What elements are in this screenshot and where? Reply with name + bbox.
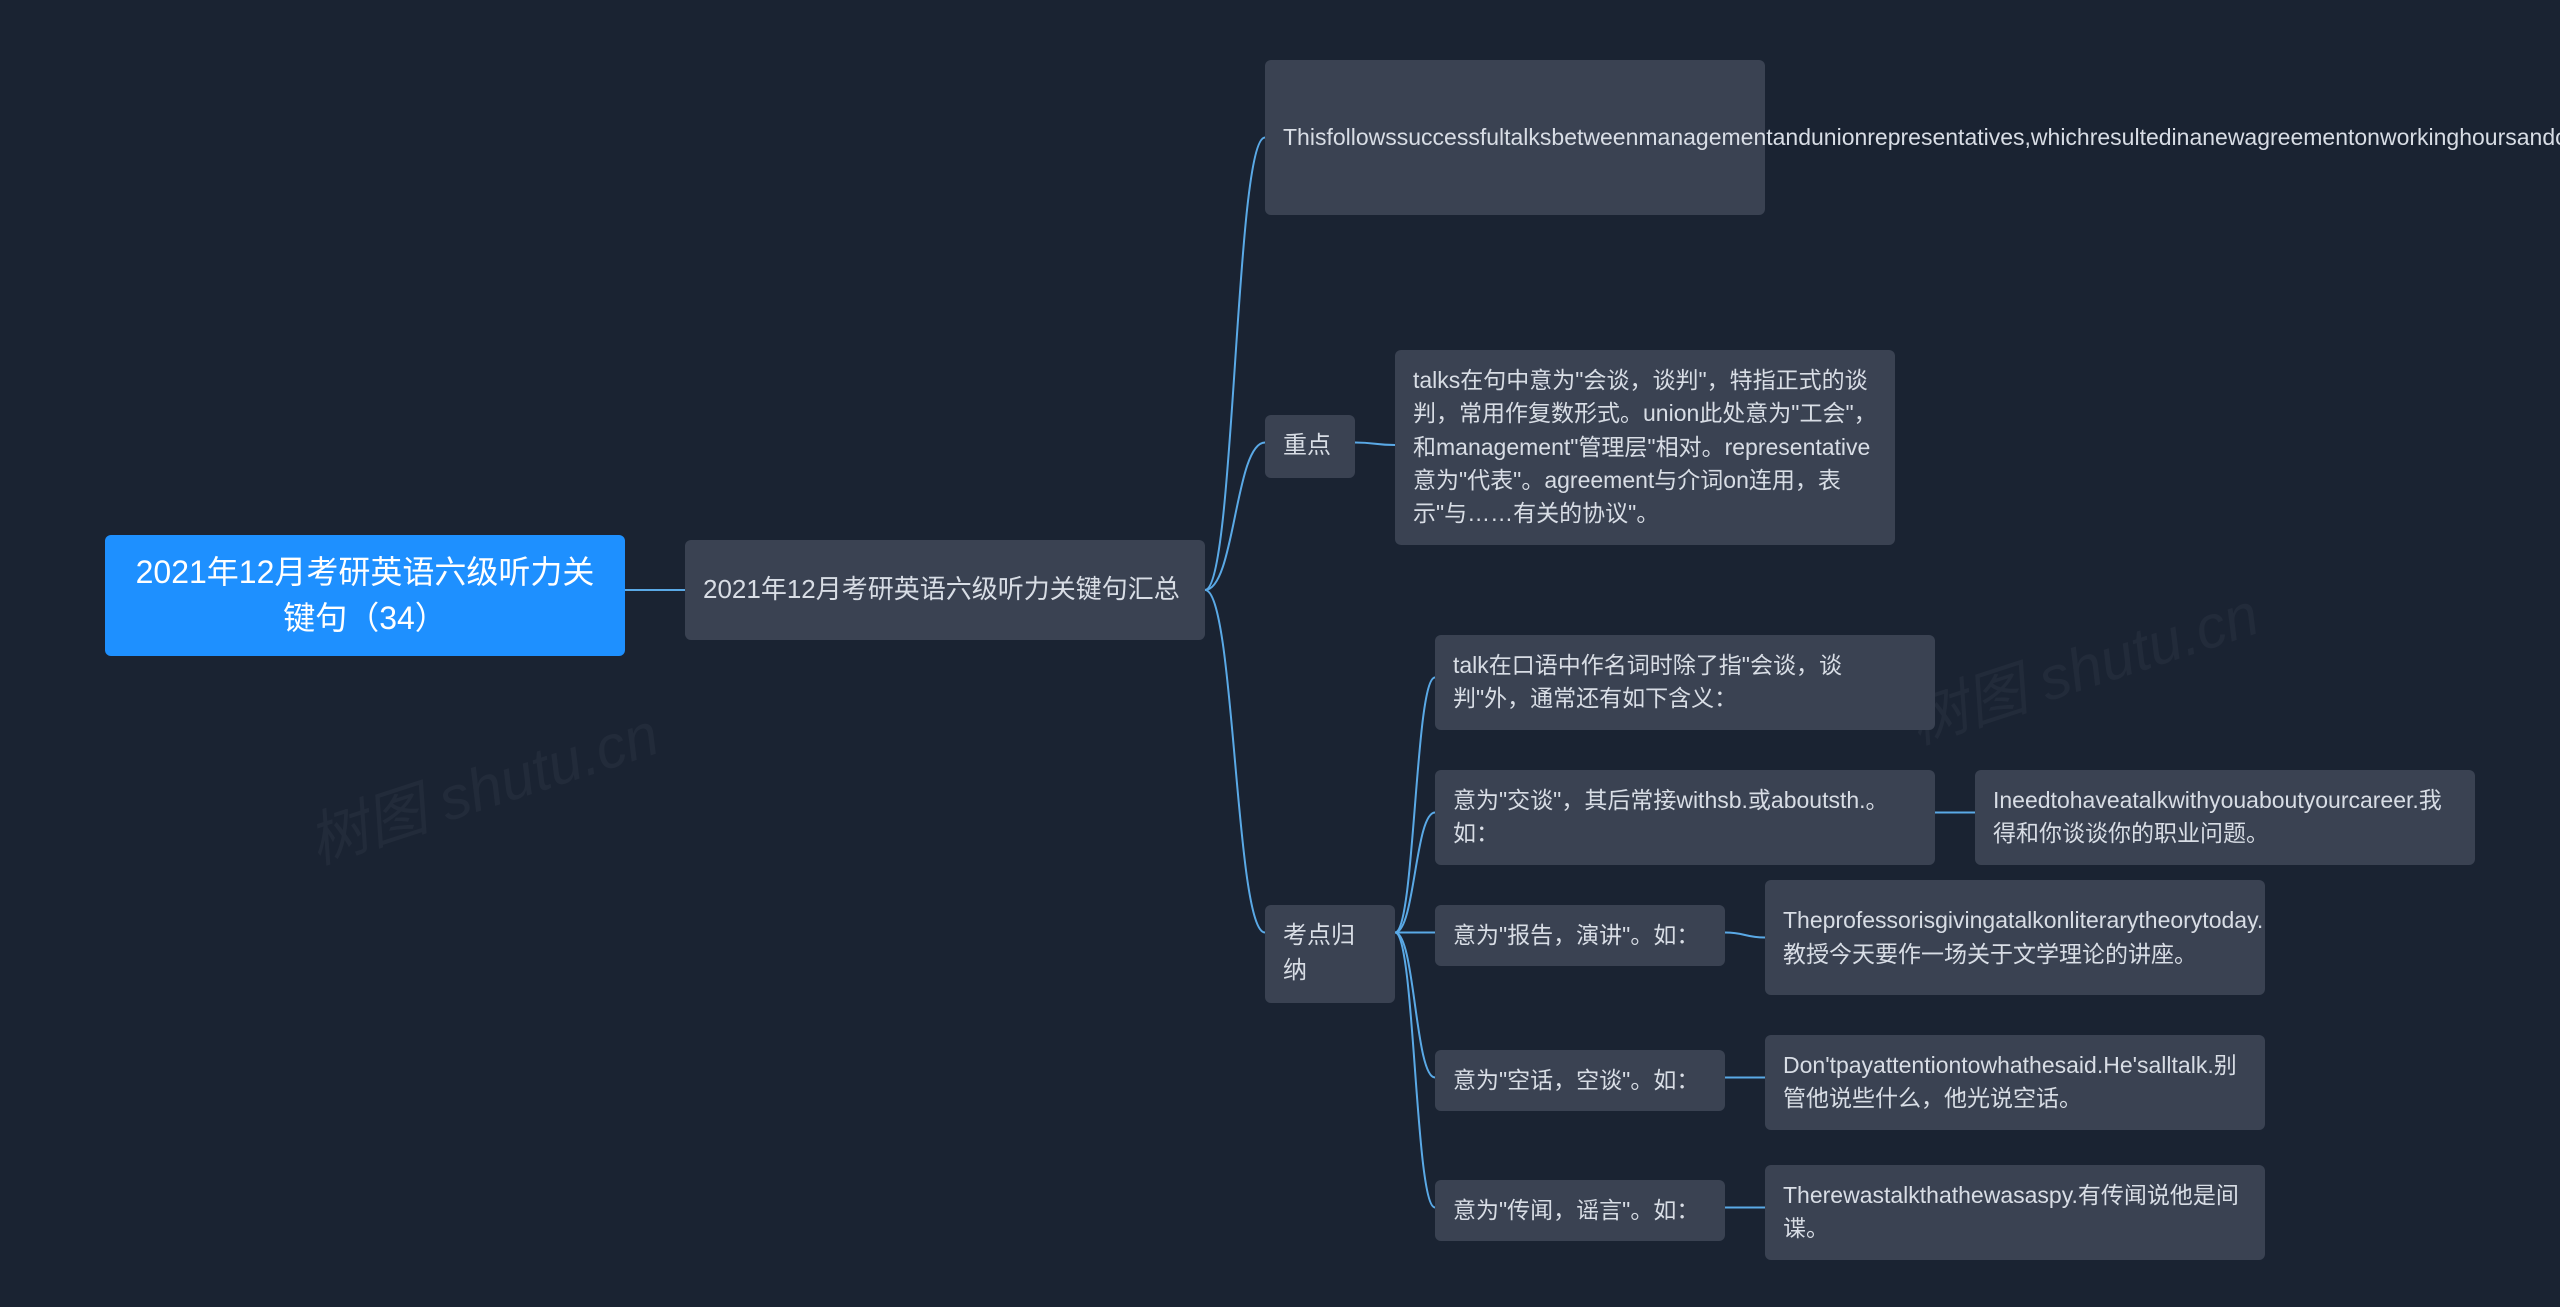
watermark: 树图 shutu.cn (295, 686, 668, 881)
watermark: 树图 shutu.cn (1895, 566, 2268, 761)
node-meaning-rumor-example[interactable]: Therewastalkthathewasaspy.有传闻说他是间谍。 (1765, 1165, 2265, 1260)
node-summary[interactable]: 2021年12月考研英语六级听力关键句汇总 (685, 540, 1205, 640)
mindmap-root[interactable]: 2021年12月考研英语六级听力关键句（34） (105, 535, 625, 656)
node-meaning-lecture[interactable]: 意为"报告，演讲"。如： (1435, 905, 1725, 966)
node-meaning-conversation-example[interactable]: Ineedtohaveatalkwithyouaboutyourcareer.我… (1975, 770, 2475, 865)
node-talk-intro[interactable]: talk在口语中作名词时除了指"会谈，谈判"外，通常还有如下含义： (1435, 635, 1935, 730)
node-keypoint[interactable]: 重点 (1265, 415, 1355, 478)
node-meaning-emptytalk[interactable]: 意为"空话，空谈"。如： (1435, 1050, 1725, 1111)
node-meaning-rumor[interactable]: 意为"传闻，谣言"。如： (1435, 1180, 1725, 1241)
node-meaning-lecture-example[interactable]: Theprofessorisgivingatalkonliterarytheor… (1765, 880, 2265, 995)
node-sentence[interactable]: Thisfollowssuccessfultalksbetweenmanagem… (1265, 60, 1765, 215)
node-meaning-conversation[interactable]: 意为"交谈"，其后常接withsb.或aboutsth.。如： (1435, 770, 1935, 865)
node-meaning-emptytalk-example[interactable]: Don'tpayattentiontowhathesaid.He'salltal… (1765, 1035, 2265, 1130)
node-keypoint-content[interactable]: talks在句中意为"会谈，谈判"，特指正式的谈判，常用作复数形式。union此… (1395, 350, 1895, 545)
node-exam-points[interactable]: 考点归纳 (1265, 905, 1395, 1003)
